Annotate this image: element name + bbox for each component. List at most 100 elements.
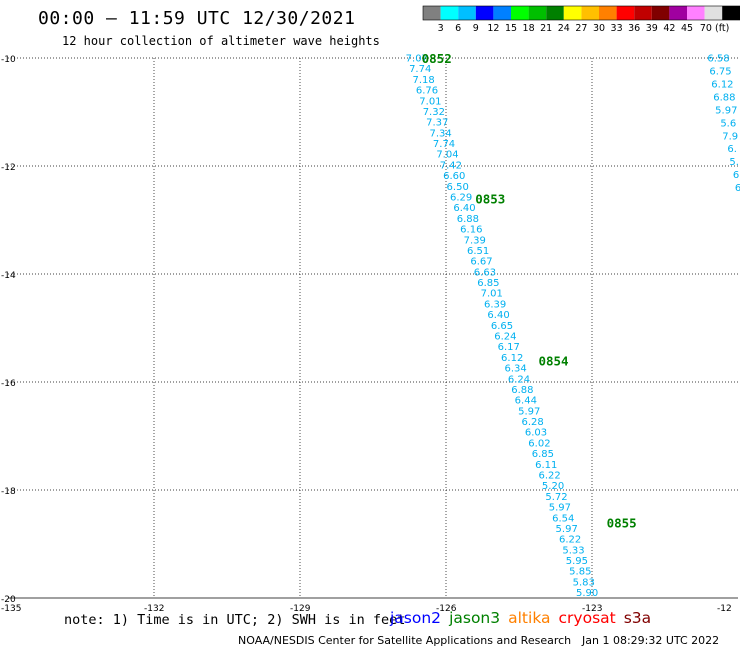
color-scale-label: 21 bbox=[540, 23, 552, 34]
latitude-label: -18 bbox=[1, 487, 16, 497]
satellite-legend: jason2 jason3 altika cryosat s3a bbox=[390, 609, 659, 627]
wave-height-value: 6.39 bbox=[484, 299, 506, 310]
wave-height-value: 5.95 bbox=[566, 556, 588, 567]
color-swatch bbox=[458, 6, 476, 20]
longitude-label: -129 bbox=[290, 604, 311, 614]
map-title: 00:00 – 11:59 UTC 12/30/2021 bbox=[38, 8, 356, 29]
wave-height-value: 6.03 bbox=[525, 428, 547, 439]
color-swatch bbox=[563, 6, 582, 20]
longitude-label: -126 bbox=[436, 604, 457, 614]
pass-time-label: 0852 bbox=[422, 51, 452, 66]
wave-height-value: 6.88 bbox=[511, 385, 533, 396]
wave-height-value: 6.65 bbox=[491, 321, 513, 332]
wave-height-value: 5.83 bbox=[573, 577, 595, 588]
color-scale-label: 6 bbox=[455, 23, 461, 34]
wave-height-value: 6.02 bbox=[528, 438, 550, 449]
color-swatch bbox=[669, 6, 687, 20]
wave-height-value: 6.85 bbox=[532, 449, 554, 460]
generated-timestamp: Jan 1 08:29:32 UTC 2022 bbox=[582, 634, 720, 647]
color-swatch bbox=[704, 6, 723, 20]
wave-height-value: 6.12 bbox=[711, 79, 733, 90]
wave-height-value: 5. bbox=[729, 157, 739, 168]
wave-height-value: 6.44 bbox=[515, 396, 537, 407]
longitude-label: -132 bbox=[144, 604, 164, 614]
color-swatch bbox=[651, 6, 670, 20]
wave-height-value: 5.20 bbox=[542, 481, 564, 492]
color-swatch bbox=[493, 6, 511, 20]
color-swatch bbox=[511, 6, 529, 20]
color-scale-label: 3 bbox=[438, 23, 444, 34]
pass-time-label: 0853 bbox=[475, 191, 505, 206]
color-swatch bbox=[440, 6, 459, 20]
color-scale-label: 24 bbox=[558, 23, 570, 34]
wave-height-value: 6.22 bbox=[539, 470, 561, 481]
footer-note: note: 1) Time is in UTC; 2) SWH is in fe… bbox=[64, 612, 406, 628]
latitude-label: -12 bbox=[1, 163, 16, 173]
wave-height-value: 7.37 bbox=[426, 118, 448, 129]
wave-height-value: 7.42 bbox=[440, 160, 462, 171]
wave-height-value: 6 bbox=[735, 183, 740, 194]
wave-height-value: 5.97 bbox=[556, 524, 578, 535]
color-scale-label: 27 bbox=[575, 23, 587, 34]
color-scale-label: 9 bbox=[473, 23, 479, 34]
wave-height-value: 7.07 bbox=[406, 54, 428, 65]
wave-height-value: 6.67 bbox=[470, 257, 492, 268]
color-swatch bbox=[475, 6, 494, 20]
wave-height-value: 6.50 bbox=[447, 182, 469, 193]
wave-height-value: 6.88 bbox=[457, 214, 479, 225]
wave-height-value: 7.01 bbox=[481, 289, 503, 300]
color-scale-label: 12 bbox=[487, 23, 499, 34]
latitude-label: -16 bbox=[1, 379, 16, 389]
wave-height-value: 6.12 bbox=[501, 353, 523, 364]
wave-height-value: 7.04 bbox=[436, 150, 458, 161]
color-swatch bbox=[546, 6, 564, 20]
satellite-legend-altika: altika bbox=[508, 609, 551, 627]
wave-height-value: 5.72 bbox=[545, 492, 567, 503]
pass-time-label: 0854 bbox=[538, 353, 568, 368]
latitude-label: -20 bbox=[1, 595, 16, 605]
color-scale-label: 30 bbox=[593, 23, 605, 34]
track-values: 7.077.747.186.767.017.327.377.347.747.04… bbox=[406, 54, 740, 600]
satellite-legend-jason2: jason2 bbox=[390, 609, 442, 627]
wave-height-value: 5.33 bbox=[562, 545, 584, 556]
wave-height-value: 7.34 bbox=[430, 128, 452, 139]
wave-height-value: 6.88 bbox=[713, 92, 735, 103]
wave-height-value: 6.22 bbox=[559, 535, 581, 546]
wave-height-value: 6.40 bbox=[453, 203, 475, 214]
wave-height-value: 6.29 bbox=[450, 192, 472, 203]
color-swatch bbox=[687, 6, 705, 20]
wave-height-value: 6.24 bbox=[508, 374, 530, 385]
color-swatch bbox=[581, 6, 599, 20]
longitude-label: -123 bbox=[582, 604, 602, 614]
wave-height-value: 6.60 bbox=[443, 171, 465, 182]
wave-height-value: 5.85 bbox=[569, 567, 591, 578]
wave-height-value: 6.17 bbox=[498, 342, 520, 353]
wave-height-value: 6.63 bbox=[474, 267, 496, 278]
color-scale-label: 42 bbox=[663, 23, 675, 34]
wave-height-value: 7.74 bbox=[433, 139, 455, 150]
color-scale-label: 39 bbox=[646, 23, 658, 34]
wave-height-value: 6.51 bbox=[467, 246, 489, 257]
longitude-label: -12 bbox=[717, 604, 732, 614]
color-scale-label: 33 bbox=[611, 23, 623, 34]
wave-height-value: 6.75 bbox=[709, 66, 731, 77]
time-labels: 0852 0853 0854 0855 bbox=[422, 51, 637, 530]
wave-height-value: 6.24 bbox=[494, 331, 516, 342]
wave-height-value: 7.74 bbox=[409, 64, 431, 75]
wave-height-value: 7.18 bbox=[412, 75, 434, 86]
credit-line: NOAA/NESDIS Center for Satellite Applica… bbox=[238, 634, 572, 647]
color-swatch bbox=[423, 6, 441, 20]
color-swatch bbox=[599, 6, 617, 20]
wave-height-value: 7.9 bbox=[722, 131, 738, 142]
wave-height-value: 5.97 bbox=[549, 503, 571, 514]
wave-height-value: 5.6 bbox=[720, 118, 736, 129]
color-scale-label: 45 bbox=[681, 23, 693, 34]
satellite-legend-cryosat: cryosat bbox=[558, 609, 616, 627]
wave-height-value: 6 bbox=[733, 170, 739, 181]
longitude-label: -135 bbox=[1, 604, 21, 614]
wave-height-value: 6.40 bbox=[487, 310, 509, 321]
map-subtitle: 12 hour collection of altimeter wave hei… bbox=[62, 34, 380, 48]
wave-height-value: 7.39 bbox=[464, 235, 486, 246]
latitude-label: -14 bbox=[1, 271, 16, 281]
